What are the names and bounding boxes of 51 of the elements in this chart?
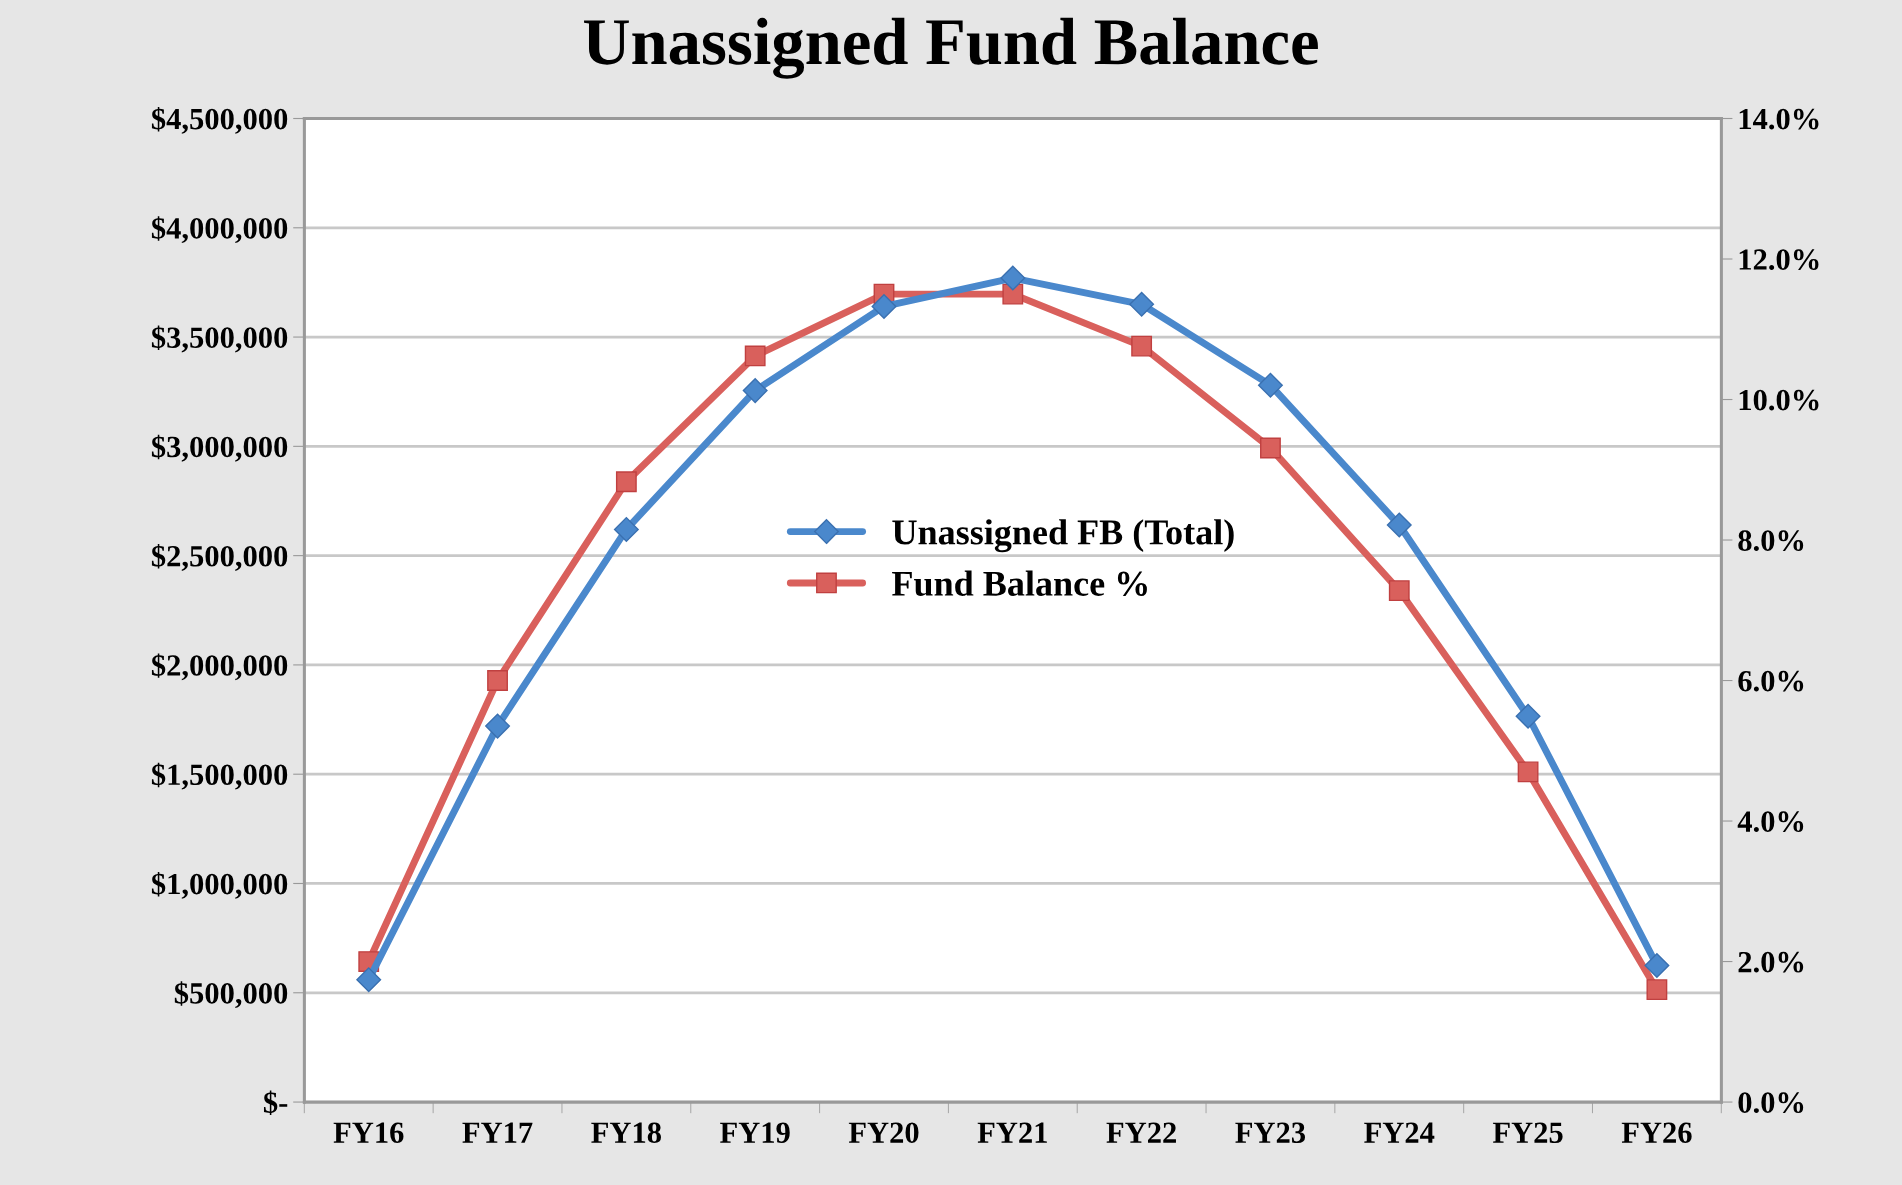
point <box>1646 979 1668 1001</box>
point <box>1131 335 1153 357</box>
point <box>1257 372 1283 398</box>
point <box>356 967 382 993</box>
x-tick-label: FY17 <box>462 1122 533 1143</box>
x-tick-label: FY26 <box>1621 1122 1692 1143</box>
y-tick-label: $1,000,000 <box>151 871 288 899</box>
point <box>1260 437 1281 459</box>
point <box>1515 703 1541 729</box>
point <box>1129 291 1155 317</box>
y-tick-label: $3,000,000 <box>151 434 288 462</box>
x-tick-label: FY20 <box>848 1122 919 1143</box>
point <box>1388 580 1410 602</box>
point <box>1644 952 1670 978</box>
legend-label: Fund Balance % <box>892 570 1147 597</box>
point <box>615 471 637 493</box>
y2-tick-label: 8.0% <box>1738 530 1804 552</box>
point <box>487 670 508 691</box>
point <box>744 345 766 367</box>
y-tick-label: $4,500,000 <box>151 106 288 134</box>
legend-label: Unassigned FB (Total) <box>892 519 1234 553</box>
y2-tick-label: 4.0% <box>1737 811 1804 833</box>
y2-tick-label: 0.0% <box>1738 1092 1804 1114</box>
point <box>742 378 768 404</box>
x-tick-label: FY16 <box>333 1122 404 1143</box>
y-tick-label: $3,500,000 <box>151 325 288 353</box>
y-tick-label: $1,500,000 <box>151 762 288 790</box>
chart-title: Unassigned Fund Balance <box>584 17 1318 79</box>
x-tick-label: FY22 <box>1106 1122 1176 1143</box>
point <box>613 516 639 542</box>
x-tick-label: FY19 <box>720 1122 790 1143</box>
x-tick-label: FY18 <box>591 1122 661 1143</box>
y-tick-label: $2,000,000 <box>151 653 288 681</box>
y2-tick-label: 10.0% <box>1739 389 1819 411</box>
y2-tick-label: 2.0% <box>1738 951 1804 973</box>
point <box>1386 512 1412 538</box>
point <box>1517 761 1539 783</box>
x-tick-label: FY25 <box>1492 1122 1563 1143</box>
point <box>1000 265 1026 291</box>
x-tick-label: FY21 <box>977 1122 1047 1143</box>
y2-tick-label: 14.0% <box>1739 108 1819 130</box>
y2-tick-label: 12.0% <box>1739 249 1819 271</box>
point <box>871 293 897 319</box>
y2-tick-label: 6.0% <box>1738 670 1804 692</box>
y-tick-label: $4,000,000 <box>151 216 288 244</box>
y-tick-label: $- <box>263 1090 288 1115</box>
point <box>485 713 511 739</box>
x-tick-label: FY23 <box>1235 1122 1306 1143</box>
y-tick-label: $2,500,000 <box>151 544 288 571</box>
y-tick-label: $500,000 <box>174 981 288 1009</box>
x-tick-label: FY24 <box>1364 1122 1435 1143</box>
